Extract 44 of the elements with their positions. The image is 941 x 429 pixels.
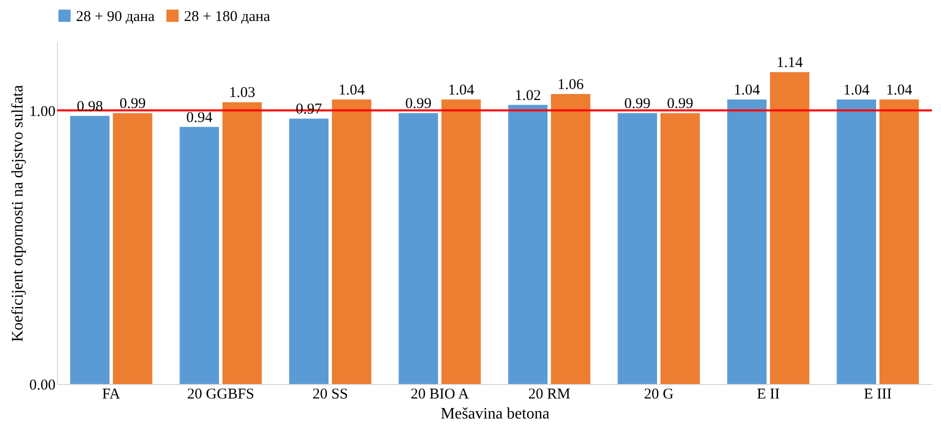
x-tick-label: 20 GGBFS [187, 386, 254, 402]
x-tick-label: 20 RM [528, 386, 570, 402]
y-tick-label: 0.00 [29, 378, 56, 394]
data-label: 1.03 [228, 85, 256, 102]
bar [222, 102, 262, 384]
bar [880, 99, 919, 384]
data-label: 1.04 [448, 82, 475, 98]
bar [550, 94, 590, 384]
bar [112, 113, 152, 384]
bar [836, 99, 876, 384]
bar [332, 99, 372, 384]
data-label: 0.99 [119, 96, 146, 112]
x-tick-label: 20 SS [312, 386, 348, 402]
data-label: 1.04 [843, 82, 870, 98]
bar [508, 104, 548, 384]
bar [618, 113, 658, 384]
data-label: 1.06 [558, 76, 584, 93]
data-label: 0.99 [667, 96, 694, 112]
y-axis-title: Koeficijent otpornosti na dejstvo sulfata [9, 85, 26, 342]
x-tick-label: FA [102, 386, 120, 402]
x-tick-label: 20 BIO A [410, 386, 470, 402]
y-tick-label: 1.00 [29, 104, 56, 120]
bar [727, 99, 767, 384]
bar [441, 99, 481, 384]
data-label: 0.99 [624, 96, 651, 112]
data-label: 1.02 [514, 88, 541, 104]
x-tick-label: E II [756, 386, 780, 402]
bar [398, 113, 438, 384]
data-label: 1.04 [734, 82, 761, 98]
legend-label: 28 + 180 дана [184, 8, 271, 25]
bar [289, 118, 329, 384]
x-axis-title: Mešavina betona [440, 406, 550, 422]
data-label: 0.99 [405, 96, 432, 112]
x-tick-label: E III [864, 386, 892, 402]
bar [70, 116, 110, 384]
bar [180, 126, 220, 384]
x-tick-label: 20 G [644, 386, 674, 402]
legend-label: 28 + 90 дана [76, 8, 156, 25]
data-label: 1.04 [338, 82, 366, 98]
data-label: 1.14 [776, 55, 804, 72]
bar [660, 113, 700, 384]
bar [770, 72, 810, 384]
data-label: 1.04 [886, 82, 913, 98]
data-label: 0.94 [186, 110, 213, 126]
